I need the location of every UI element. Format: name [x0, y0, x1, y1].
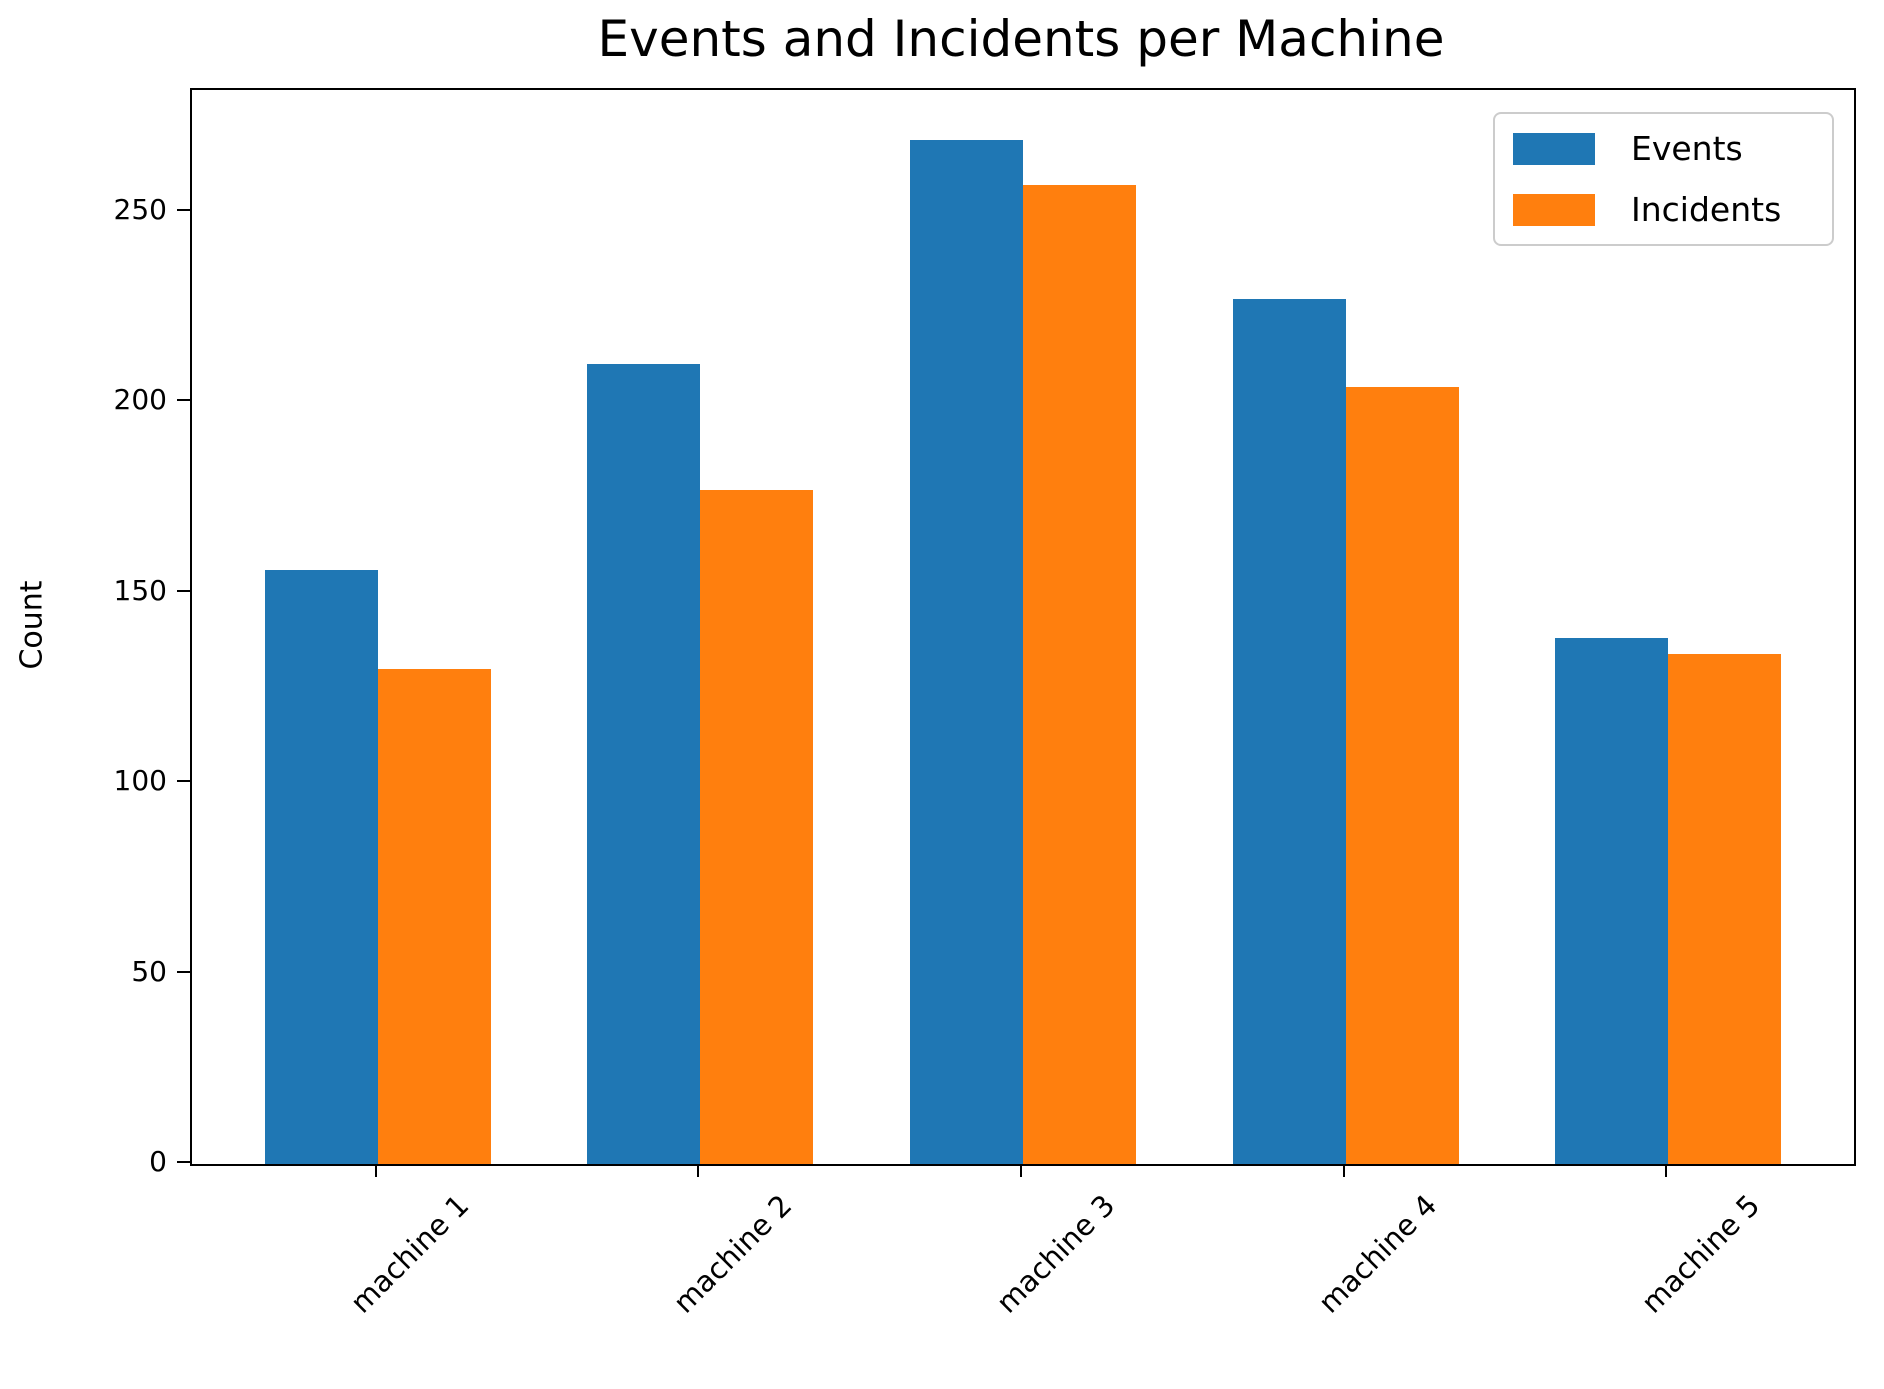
bar-incidents-machine-3	[1023, 185, 1136, 1164]
y-tick-150	[177, 589, 190, 592]
plot-area	[190, 88, 1856, 1166]
bar-events-machine-3	[910, 139, 1023, 1164]
x-tick-label-machine-1: machine 1	[343, 1188, 476, 1320]
bar-incidents-machine-1	[377, 668, 491, 1164]
legend-swatch-events	[1513, 132, 1595, 165]
x-tick-4	[1342, 1164, 1345, 1177]
y-tick-250	[177, 208, 190, 211]
y-tick-100	[177, 780, 190, 783]
bar-incidents-machine-4	[1345, 387, 1459, 1164]
legend: Events Incidents	[1493, 112, 1834, 246]
y-tick-label-100: 100	[113, 764, 167, 798]
x-tick-2	[697, 1164, 700, 1177]
bar-events-machine-1	[264, 569, 378, 1164]
y-tick-label-250: 250	[113, 192, 167, 226]
y-tick-0	[177, 1161, 190, 1163]
bar-events-machine-2	[587, 364, 701, 1164]
y-tick-label-150: 150	[113, 573, 167, 607]
y-tick-label-0: 0	[149, 1145, 167, 1178]
legend-item-events: Events	[1513, 132, 1814, 165]
x-tick-label-machine-3: machine 3	[989, 1188, 1122, 1320]
x-tick-3	[1020, 1164, 1022, 1177]
y-tick-200	[177, 399, 190, 402]
x-tick-5	[1665, 1164, 1668, 1177]
y-tick-label-50: 50	[131, 954, 167, 988]
bar-incidents-machine-5	[1668, 653, 1782, 1164]
x-tick-label-machine-2: machine 2	[666, 1188, 799, 1320]
bar-events-machine-4	[1232, 299, 1346, 1164]
legend-label-incidents: Incidents	[1631, 190, 1782, 229]
legend-swatch-incidents	[1513, 193, 1595, 226]
chart-title: Events and Incidents per Machine	[597, 10, 1445, 68]
y-tick-50	[177, 970, 190, 973]
legend-label-events: Events	[1631, 129, 1743, 168]
x-tick-1	[374, 1164, 377, 1177]
legend-item-incidents: Incidents	[1513, 193, 1814, 226]
x-tick-label-machine-5: machine 5	[1634, 1188, 1767, 1320]
y-tick-label-200: 200	[113, 383, 167, 417]
bar-incidents-machine-2	[700, 489, 814, 1164]
x-tick-label-machine-4: machine 4	[1312, 1188, 1444, 1320]
bar-events-machine-5	[1555, 638, 1669, 1164]
